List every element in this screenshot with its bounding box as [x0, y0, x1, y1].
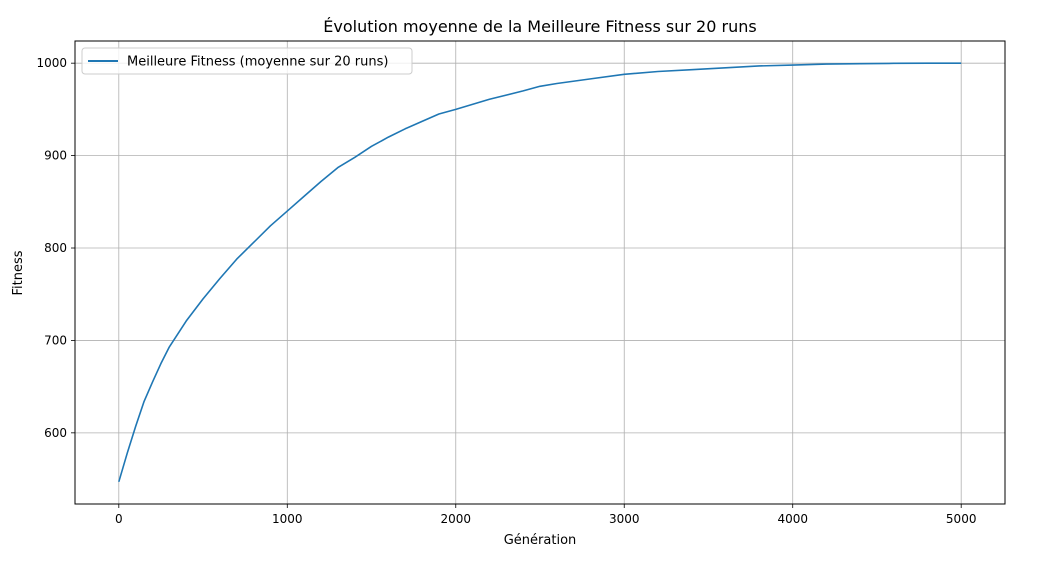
series-layer	[118, 62, 962, 483]
y-tick-label: 800	[44, 241, 67, 255]
x-axis-label: Génération	[504, 533, 577, 548]
x-tick-label: 1000	[272, 512, 303, 526]
x-tick-label: 2000	[440, 512, 471, 526]
legend: Meilleure Fitness (moyenne sur 20 runs)	[81, 47, 413, 75]
legend-box	[81, 47, 413, 75]
axis-ticks: 0 1000 2000 3000 4000 5000 600 700 800 900 1000	[36, 56, 976, 526]
y-tick-label: 700	[44, 333, 67, 347]
y-axis-label: Fitness	[11, 250, 26, 295]
x-tick-label: 3000	[609, 512, 640, 526]
x-tick-label: 5000	[946, 512, 977, 526]
y-tick-label: 900	[44, 149, 67, 163]
grid-lines	[75, 41, 1005, 504]
chart-title: Évolution moyenne de la Meilleure Fitnes…	[323, 17, 756, 36]
x-tick-label: 4000	[777, 512, 808, 526]
x-tick-label: 0	[115, 512, 123, 526]
y-tick-label: 1000	[36, 56, 67, 70]
series-line	[118, 62, 962, 483]
legend-label: Meilleure Fitness (moyenne sur 20 runs)	[127, 55, 388, 70]
y-tick-label: 600	[44, 426, 67, 440]
plot-frame	[74, 40, 1006, 505]
